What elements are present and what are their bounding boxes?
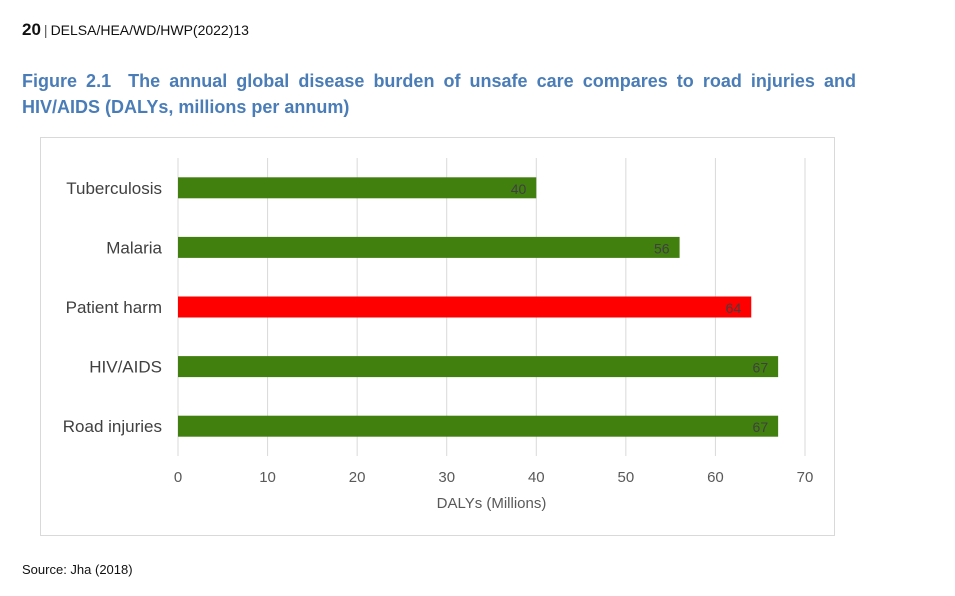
x-tick-label-7: 70 bbox=[797, 469, 814, 486]
data-label-4: 67 bbox=[753, 419, 769, 435]
bar-3 bbox=[178, 356, 779, 378]
source-note: Source: Jha (2018) bbox=[22, 562, 133, 577]
figure-title-text: The annual global disease burden of unsa… bbox=[22, 71, 856, 117]
bar-4 bbox=[178, 415, 779, 437]
category-label-1: Malaria bbox=[106, 238, 162, 257]
figure-label: Figure 2.1 bbox=[22, 71, 112, 91]
header-separator: | bbox=[43, 22, 48, 38]
document-code: DELSA/HEA/WD/HWP(2022)13 bbox=[50, 22, 249, 38]
x-tick-label-1: 10 bbox=[259, 469, 276, 486]
x-tick-label-6: 60 bbox=[707, 469, 724, 486]
x-tick-label-3: 30 bbox=[438, 469, 455, 486]
bar-2 bbox=[178, 296, 752, 318]
data-label-2: 64 bbox=[726, 300, 742, 316]
bar-chart: 0 10 20 30 40 50 60 70 Tuberculosis 40 Malaria 56 Pa… bbox=[63, 158, 814, 512]
data-label-1: 56 bbox=[654, 240, 670, 256]
data-label-0: 40 bbox=[511, 181, 527, 197]
page-header: 20 | DELSA/HEA/WD/HWP(2022)13 bbox=[22, 20, 249, 40]
category-label-0: Tuberculosis bbox=[66, 179, 162, 198]
x-axis-label: DALYs (Millions) bbox=[437, 495, 547, 512]
category-label-3: HIV/AIDS bbox=[89, 358, 162, 377]
chart-frame: 0 10 20 30 40 50 60 70 Tuberculosis 40 Malaria 56 Pa… bbox=[40, 137, 835, 536]
page-number: 20 bbox=[22, 20, 41, 39]
x-tick-label-5: 50 bbox=[618, 469, 635, 486]
bar-0 bbox=[178, 177, 537, 199]
data-label-3: 67 bbox=[753, 360, 769, 376]
bar-1 bbox=[178, 236, 680, 258]
figure-title: Figure 2.1 The annual global disease bur… bbox=[22, 68, 856, 120]
x-tick-label-0: 0 bbox=[174, 469, 182, 486]
category-label-4: Road injuries bbox=[63, 417, 162, 436]
x-tick-label-4: 40 bbox=[528, 469, 545, 486]
category-label-2: Patient harm bbox=[66, 298, 162, 317]
x-tick-label-2: 20 bbox=[349, 469, 366, 486]
